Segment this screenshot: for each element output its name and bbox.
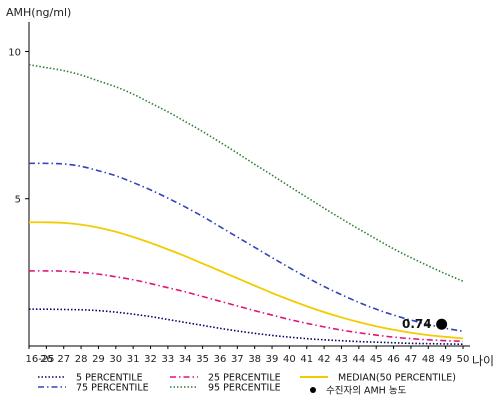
legend-label-2: 25 PERCENTILE [208, 373, 281, 384]
x-tick-label: 28 [75, 354, 88, 365]
x-tick-label: 45 [370, 354, 383, 365]
x-tick-label: 38 [248, 354, 261, 365]
y-ticks: 5 10 [8, 47, 29, 206]
x-tick-label: 31 [127, 354, 140, 365]
x-tick-label: 29 [92, 354, 105, 365]
marker-layer: 0.74 [402, 317, 448, 331]
patient-marker-dot [436, 318, 448, 330]
series-line-4 [28, 162, 464, 333]
y-tick-label: 10 [8, 47, 21, 58]
x-axis-title: 나이 [472, 354, 494, 368]
x-tick-label: 30 [109, 354, 122, 365]
x-tick-label: 37 [231, 354, 244, 365]
x-tick-label: 39 [266, 354, 279, 365]
series-line-3 [28, 221, 464, 340]
x-tick-label: 48 [422, 354, 435, 365]
x-tick-label: 42 [318, 354, 331, 365]
legend: 5 PERCENTILE 25 PERCENTILE MEDIAN(50 PERCE… [38, 373, 456, 397]
x-tick-label: 34 [179, 354, 192, 365]
legend-label-4: 75 PERCENTILE [76, 383, 149, 394]
x-tick-label: 26 [40, 354, 53, 365]
patient-marker-value: 0.74 [402, 317, 432, 331]
x-tick-label: 47 [405, 354, 418, 365]
x-tick-label: 35 [196, 354, 209, 365]
y-tick-label: 5 [15, 195, 21, 206]
series-line-5 [28, 63, 464, 282]
x-tick-label: 40 [283, 354, 296, 365]
x-tick-label: 41 [300, 354, 313, 365]
x-tick-label: 49 [439, 354, 452, 365]
series-line-1 [28, 308, 464, 346]
legend-marker-dot [310, 387, 316, 393]
x-tick-label: 46 [387, 354, 400, 365]
x-tick-label: 33 [162, 354, 175, 365]
x-tick-label: 16-25 [25, 354, 54, 365]
x-tick-label: 32 [144, 354, 157, 365]
series-line-2 [28, 270, 464, 343]
x-tick-label: 44 [352, 354, 365, 365]
x-tick-label: 50 [457, 354, 470, 365]
x-tick-label: 27 [57, 354, 70, 365]
legend-marker-label: 수진자의 AMH 농도 [326, 386, 407, 397]
x-tick-label: 43 [335, 354, 348, 365]
y-axis-title: AMH(ng/ml) [6, 6, 71, 19]
x-tick-label: 36 [214, 354, 227, 365]
legend-label-3: MEDIAN(50 PERCENTILE) [338, 373, 456, 384]
legend-label-1: 5 PERCENTILE [76, 373, 143, 384]
legend-label-5: 95 PERCENTILE [208, 383, 281, 394]
series-lines [28, 63, 464, 346]
